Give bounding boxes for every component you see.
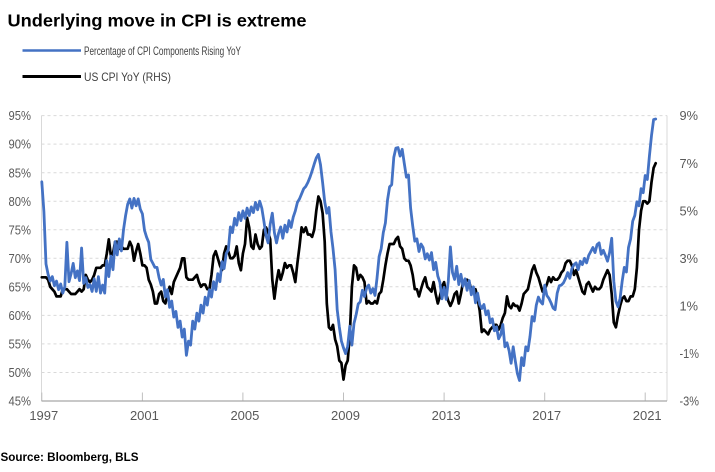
svg-text:Underlying move in CPI is extr: Underlying move in CPI is extreme [8,11,307,31]
svg-text:45%: 45% [9,394,32,409]
svg-text:70%: 70% [9,251,32,266]
svg-text:US CPI YoY (RHS): US CPI YoY (RHS) [84,70,171,84]
svg-text:80%: 80% [9,194,32,209]
svg-text:2013: 2013 [432,408,461,423]
svg-text:2021: 2021 [633,408,662,423]
svg-text:85%: 85% [9,165,32,180]
svg-text:Source: Bloomberg, BLS: Source: Bloomberg, BLS [1,450,139,464]
svg-text:1997: 1997 [29,408,58,423]
svg-text:1%: 1% [680,299,699,314]
svg-text:5%: 5% [680,203,699,218]
svg-text:95%: 95% [9,108,32,123]
svg-text:65%: 65% [9,279,32,294]
svg-text:55%: 55% [9,337,32,352]
svg-text:3%: 3% [680,251,699,266]
svg-text:90%: 90% [9,137,32,152]
svg-text:2005: 2005 [230,408,259,423]
svg-text:9%: 9% [680,108,699,123]
svg-text:75%: 75% [9,222,32,237]
svg-text:-3%: -3% [680,394,700,409]
svg-text:60%: 60% [9,308,32,323]
svg-text:50%: 50% [9,365,32,380]
svg-text:2001: 2001 [130,408,159,423]
svg-text:-1%: -1% [680,346,700,361]
svg-text:7%: 7% [680,156,699,171]
svg-text:2009: 2009 [331,408,360,423]
svg-text:2017: 2017 [532,408,561,423]
svg-text:Percentage of CPI Components R: Percentage of CPI Components Rising YoY [84,44,241,58]
